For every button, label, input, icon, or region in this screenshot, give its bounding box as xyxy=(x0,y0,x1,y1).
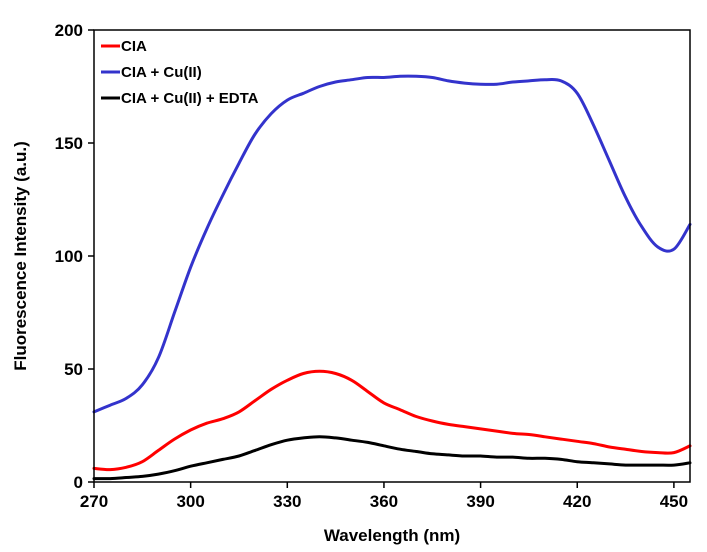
x-axis-ticks: 270 300 330 360 390 420 450 xyxy=(80,482,688,511)
legend-label-1: CIA + Cu(II) xyxy=(121,64,202,81)
y-axis-ticks: 0 50 100 150 200 xyxy=(55,21,94,492)
x-axis-title: Wavelength (nm) xyxy=(324,526,460,545)
x-tick-label: 420 xyxy=(563,492,591,511)
y-tick-label: 150 xyxy=(55,134,83,153)
x-tick-label: 390 xyxy=(466,492,494,511)
y-axis-title: Fluorescence Intensity (a.u.) xyxy=(11,141,30,371)
y-tick-label: 100 xyxy=(55,247,83,266)
y-tick-label: 50 xyxy=(64,360,83,379)
legend: CIA CIA + Cu(II) CIA + Cu(II) + EDTA xyxy=(101,38,259,107)
plot-area-frame xyxy=(93,29,691,483)
series-line-1 xyxy=(92,74,692,414)
x-tick-label: 270 xyxy=(80,492,108,511)
legend-label-0: CIA xyxy=(121,38,147,55)
series-line-0 xyxy=(92,369,692,472)
x-tick-label: 450 xyxy=(660,492,688,511)
legend-label-2: CIA + Cu(II) + EDTA xyxy=(121,90,259,107)
y-tick-label: 200 xyxy=(55,21,83,40)
x-tick-label: 360 xyxy=(370,492,398,511)
x-tick-label: 330 xyxy=(273,492,301,511)
x-tick-label: 300 xyxy=(176,492,204,511)
series-line-2 xyxy=(92,435,692,481)
series-layer xyxy=(92,74,692,481)
y-tick-label: 0 xyxy=(74,473,83,492)
